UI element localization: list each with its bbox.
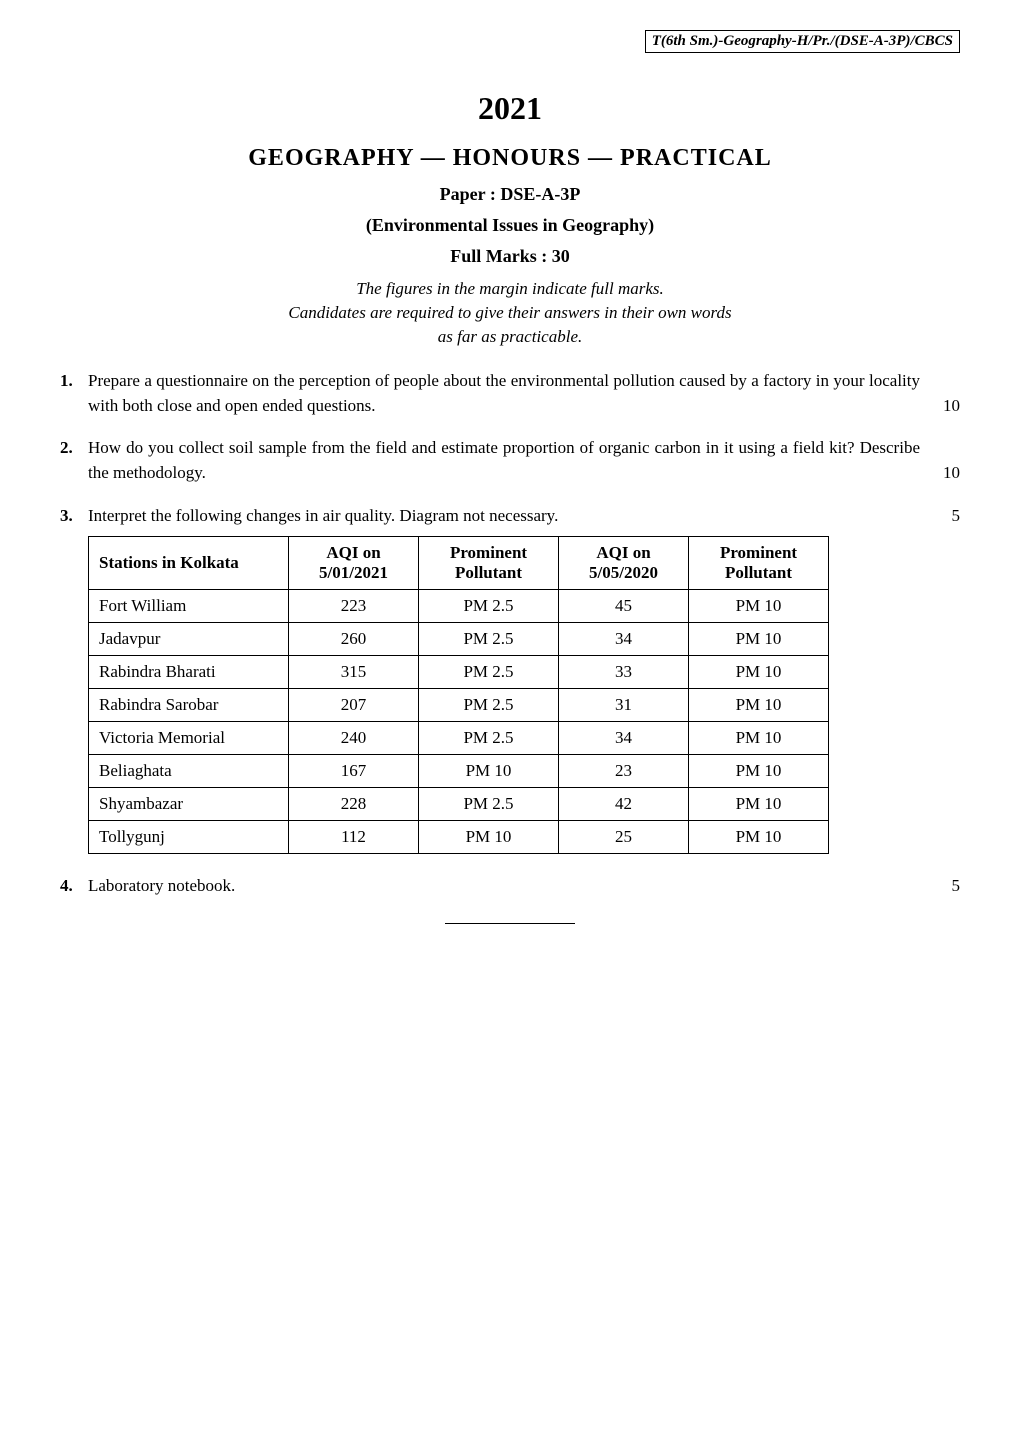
instruction-line-2: Candidates are required to give their an…: [60, 303, 960, 323]
paper-subtitle: (Environmental Issues in Geography): [60, 215, 960, 236]
question-4: 4. Laboratory notebook. 5: [60, 874, 960, 899]
th-poll-2-line-1: Prominent: [720, 543, 797, 562]
question-2-text: How do you collect soil sample from the …: [88, 436, 960, 485]
cell-aqi2: 31: [559, 689, 689, 722]
instruction-block: The figures in the margin indicate full …: [60, 279, 960, 347]
cell-station: Rabindra Sarobar: [89, 689, 289, 722]
cell-aqi2: 34: [559, 623, 689, 656]
question-1: 1. Prepare a questionnaire on the percep…: [60, 369, 960, 418]
cell-aqi1: 228: [289, 788, 419, 821]
cell-station: Tollygunj: [89, 821, 289, 854]
cell-aqi1: 260: [289, 623, 419, 656]
table-row: Victoria Memorial 240 PM 2.5 34 PM 10: [89, 722, 829, 755]
cell-poll2: PM 10: [689, 755, 829, 788]
cell-aqi2: 34: [559, 722, 689, 755]
cell-station: Victoria Memorial: [89, 722, 289, 755]
th-pollutant-1: Prominent Pollutant: [419, 537, 559, 590]
question-1-marks: 10: [943, 394, 960, 419]
question-4-marks: 5: [952, 874, 961, 899]
th-station: Stations in Kolkata: [89, 537, 289, 590]
paper-code: Paper : DSE-A-3P: [60, 184, 960, 205]
cell-poll1: PM 2.5: [419, 623, 559, 656]
table-row: Shyambazar 228 PM 2.5 42 PM 10: [89, 788, 829, 821]
cell-aqi1: 167: [289, 755, 419, 788]
th-aqi-1: AQI on 5/01/2021: [289, 537, 419, 590]
question-4-number: 4.: [60, 874, 88, 899]
cell-poll2: PM 10: [689, 788, 829, 821]
th-aqi-1-line-2: 5/01/2021: [319, 563, 388, 582]
table-row: Beliaghata 167 PM 10 23 PM 10: [89, 755, 829, 788]
question-3-marks: 5: [952, 504, 961, 529]
cell-poll2: PM 10: [689, 722, 829, 755]
question-3-text: Interpret the following changes in air q…: [88, 504, 960, 529]
cell-poll1: PM 2.5: [419, 656, 559, 689]
question-1-text: Prepare a questionnaire on the perceptio…: [88, 369, 960, 418]
table-row: Jadavpur 260 PM 2.5 34 PM 10: [89, 623, 829, 656]
question-4-text: Laboratory notebook.: [88, 874, 960, 899]
subject-title: GEOGRAPHY — HONOURS — PRACTICAL: [60, 145, 960, 172]
table-row: Rabindra Sarobar 207 PM 2.5 31 PM 10: [89, 689, 829, 722]
th-aqi-2: AQI on 5/05/2020: [559, 537, 689, 590]
table-body: Fort William 223 PM 2.5 45 PM 10 Jadavpu…: [89, 590, 829, 854]
question-3-number: 3.: [60, 504, 88, 529]
cell-aqi1: 207: [289, 689, 419, 722]
th-aqi-2-line-2: 5/05/2020: [589, 563, 658, 582]
cell-aqi1: 112: [289, 821, 419, 854]
th-poll-1-line-2: Pollutant: [455, 563, 522, 582]
cell-station: Beliaghata: [89, 755, 289, 788]
cell-station: Fort William: [89, 590, 289, 623]
cell-aqi1: 223: [289, 590, 419, 623]
full-marks: Full Marks : 30: [60, 246, 960, 267]
aqi-table: Stations in Kolkata AQI on 5/01/2021 Pro…: [88, 536, 829, 854]
question-3: 3. Interpret the following changes in ai…: [60, 504, 960, 529]
table-header-row: Stations in Kolkata AQI on 5/01/2021 Pro…: [89, 537, 829, 590]
cell-poll1: PM 2.5: [419, 722, 559, 755]
table-row: Fort William 223 PM 2.5 45 PM 10: [89, 590, 829, 623]
cell-poll1: PM 2.5: [419, 689, 559, 722]
end-rule: [445, 923, 575, 924]
question-1-number: 1.: [60, 369, 88, 418]
cell-aqi2: 45: [559, 590, 689, 623]
cell-station: Shyambazar: [89, 788, 289, 821]
cell-poll2: PM 10: [689, 689, 829, 722]
cell-aqi2: 23: [559, 755, 689, 788]
cell-poll1: PM 10: [419, 755, 559, 788]
cell-poll2: PM 10: [689, 656, 829, 689]
instruction-line-3: as far as practicable.: [60, 327, 960, 347]
question-2-number: 2.: [60, 436, 88, 485]
instruction-line-1: The figures in the margin indicate full …: [60, 279, 960, 299]
header-code-box: T(6th Sm.)-Geography-H/Pr./(DSE-A-3P)/CB…: [645, 30, 960, 53]
th-poll-2-line-2: Pollutant: [725, 563, 792, 582]
cell-aqi2: 33: [559, 656, 689, 689]
question-2-marks: 10: [943, 461, 960, 486]
cell-station: Jadavpur: [89, 623, 289, 656]
cell-poll1: PM 2.5: [419, 788, 559, 821]
th-aqi-1-line-1: AQI on: [326, 543, 380, 562]
cell-poll1: PM 10: [419, 821, 559, 854]
exam-year: 2021: [60, 90, 960, 127]
cell-aqi1: 240: [289, 722, 419, 755]
cell-aqi2: 42: [559, 788, 689, 821]
cell-poll2: PM 10: [689, 623, 829, 656]
th-pollutant-2: Prominent Pollutant: [689, 537, 829, 590]
cell-poll2: PM 10: [689, 821, 829, 854]
cell-station: Rabindra Bharati: [89, 656, 289, 689]
table-row: Tollygunj 112 PM 10 25 PM 10: [89, 821, 829, 854]
table-row: Rabindra Bharati 315 PM 2.5 33 PM 10: [89, 656, 829, 689]
th-poll-1-line-1: Prominent: [450, 543, 527, 562]
question-2: 2. How do you collect soil sample from t…: [60, 436, 960, 485]
cell-aqi1: 315: [289, 656, 419, 689]
cell-poll1: PM 2.5: [419, 590, 559, 623]
cell-poll2: PM 10: [689, 590, 829, 623]
th-aqi-2-line-1: AQI on: [596, 543, 650, 562]
cell-aqi2: 25: [559, 821, 689, 854]
